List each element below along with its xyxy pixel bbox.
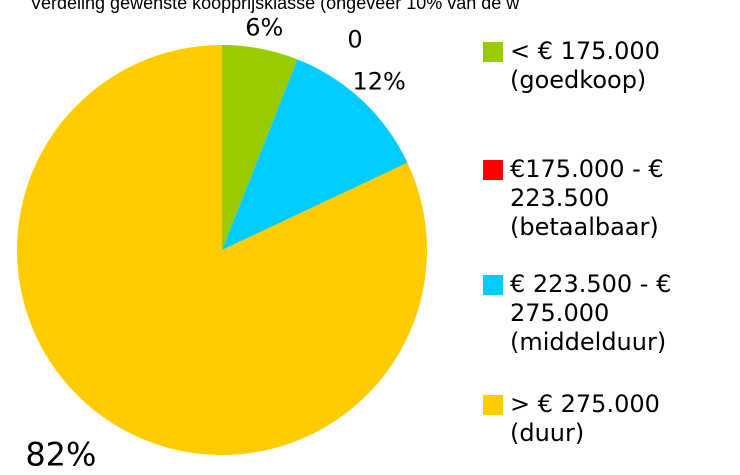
legend-swatch — [483, 395, 503, 415]
legend-label: € 223.500 - € 275.000 (middelduur) — [510, 270, 672, 356]
legend-label: €175.000 - € 223.500 (betaalbaar) — [510, 155, 664, 241]
legend-item: €175.000 - € 223.500 (betaalbaar) — [483, 155, 740, 242]
legend-swatch — [483, 275, 503, 295]
pie-slice — [222, 45, 298, 250]
data-label: 6% — [245, 13, 283, 41]
legend-item: € 223.500 - € 275.000 (middelduur) — [483, 270, 740, 357]
data-label: 0 — [347, 25, 362, 53]
legend-label: > € 275.000 (duur) — [510, 390, 660, 447]
legend-item: > € 275.000 (duur) — [483, 390, 740, 448]
data-label: 12% — [353, 68, 406, 96]
data-label: 82% — [25, 436, 96, 474]
chart-title: Verdeling gewenste koopprijsklasse (onge… — [30, 0, 520, 13]
pie-slice — [16, 45, 428, 456]
legend-swatch — [483, 160, 503, 180]
pie-slice — [222, 59, 408, 251]
legend-label: < € 175.000 (goedkoop) — [510, 37, 660, 94]
legend-item: < € 175.000 (goedkoop) — [483, 37, 740, 95]
legend-swatch — [483, 42, 503, 62]
